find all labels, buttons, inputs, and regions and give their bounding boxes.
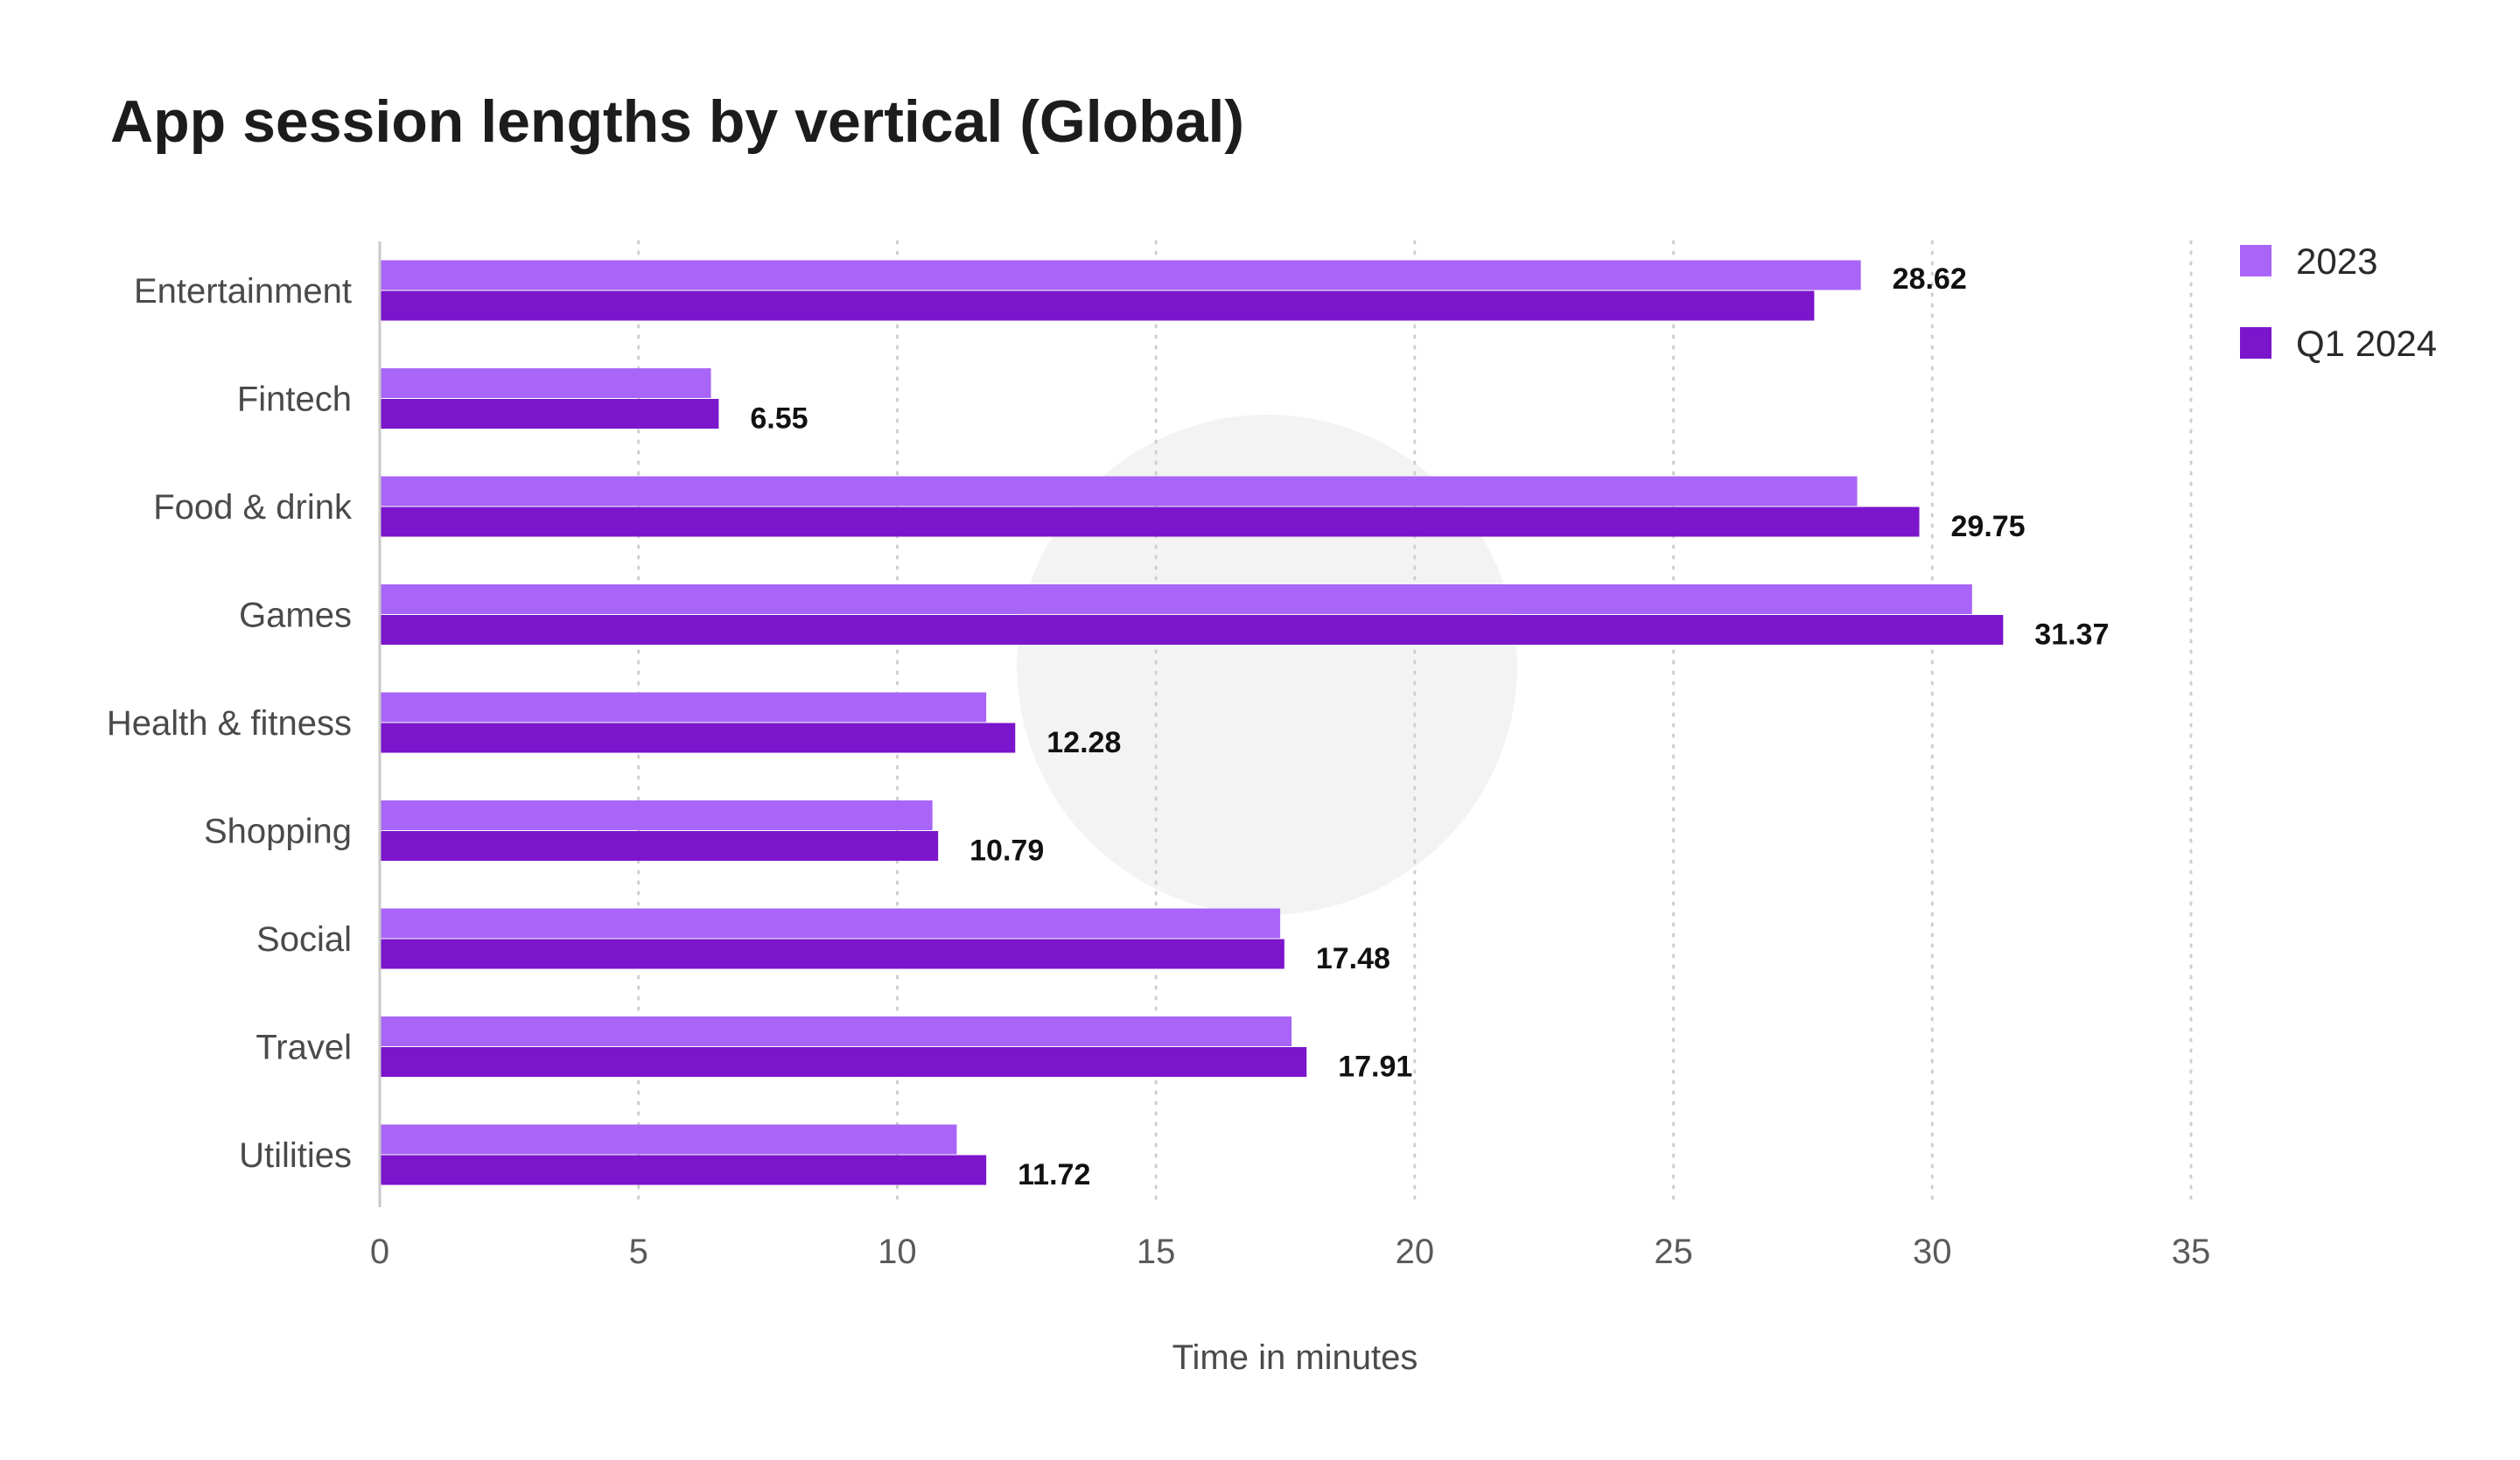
category-label: Travel	[256, 1029, 352, 1067]
labels: 0 5 10 15 20 25 30 35 Entertainment 28.62 Fintech 6…	[107, 262, 2210, 1271]
x-tick-label: 30	[1913, 1233, 1952, 1271]
bar-q1-2024	[380, 290, 1815, 321]
x-tick-label: 15	[1137, 1233, 1176, 1271]
data-label: 6.55	[750, 402, 808, 436]
category-label: Games	[239, 597, 352, 635]
data-label: 31.37	[2034, 618, 2109, 652]
category-label: Health & fitness	[107, 704, 352, 743]
data-label: 29.75	[1951, 510, 2026, 543]
category-label: Entertainment	[134, 272, 352, 311]
bar-q1-2024	[380, 399, 719, 429]
bar-2023	[380, 476, 1858, 506]
legend-swatch	[2240, 245, 2272, 276]
bar-q1-2024	[380, 831, 939, 861]
x-tick-label: 25	[1654, 1233, 1693, 1271]
bar-q1-2024	[380, 1047, 1307, 1077]
watermark-logo	[1017, 415, 1517, 915]
data-label: 10.79	[970, 835, 1044, 868]
category-label: Social	[256, 920, 352, 959]
data-label: 12.28	[1046, 726, 1121, 759]
x-tick-label: 10	[878, 1233, 917, 1271]
x-tick-label: 20	[1396, 1233, 1435, 1271]
bar-2023	[380, 1016, 1292, 1046]
legend: 2023 Q1 2024	[2240, 241, 2437, 364]
bar-2023	[380, 800, 933, 830]
x-tick-label: 35	[2172, 1233, 2211, 1271]
bar-2023	[380, 260, 1861, 290]
x-tick-label: 0	[370, 1233, 389, 1271]
bar-q1-2024	[380, 1155, 987, 1185]
bars	[380, 260, 2004, 1185]
category-label: Utilities	[239, 1136, 352, 1175]
bar-q1-2024	[380, 615, 2004, 645]
bar-2023	[380, 584, 1972, 614]
data-label: 17.48	[1316, 942, 1390, 975]
bar-2023	[380, 368, 711, 398]
chart-title: App session lengths by vertical (Global)	[110, 88, 1244, 155]
category-label: Fintech	[237, 381, 352, 419]
bar-2023	[380, 1124, 957, 1155]
data-label: 17.91	[1338, 1051, 1412, 1084]
bar-q1-2024	[380, 506, 1920, 537]
category-label: Shopping	[204, 813, 352, 851]
data-label: 28.62	[1893, 262, 1967, 296]
x-tick-label: 5	[629, 1233, 648, 1271]
bar-q1-2024	[380, 939, 1284, 969]
bar-q1-2024	[380, 723, 1016, 753]
legend-swatch	[2240, 327, 2272, 359]
bar-2023	[380, 692, 987, 723]
legend-label: 2023	[2296, 241, 2377, 282]
x-axis-title: Time in minutes	[1172, 1338, 1418, 1377]
category-label: Food & drink	[153, 488, 353, 527]
legend-label: Q1 2024	[2296, 323, 2437, 364]
bar-2023	[380, 908, 1281, 939]
data-label: 11.72	[1018, 1158, 1090, 1191]
